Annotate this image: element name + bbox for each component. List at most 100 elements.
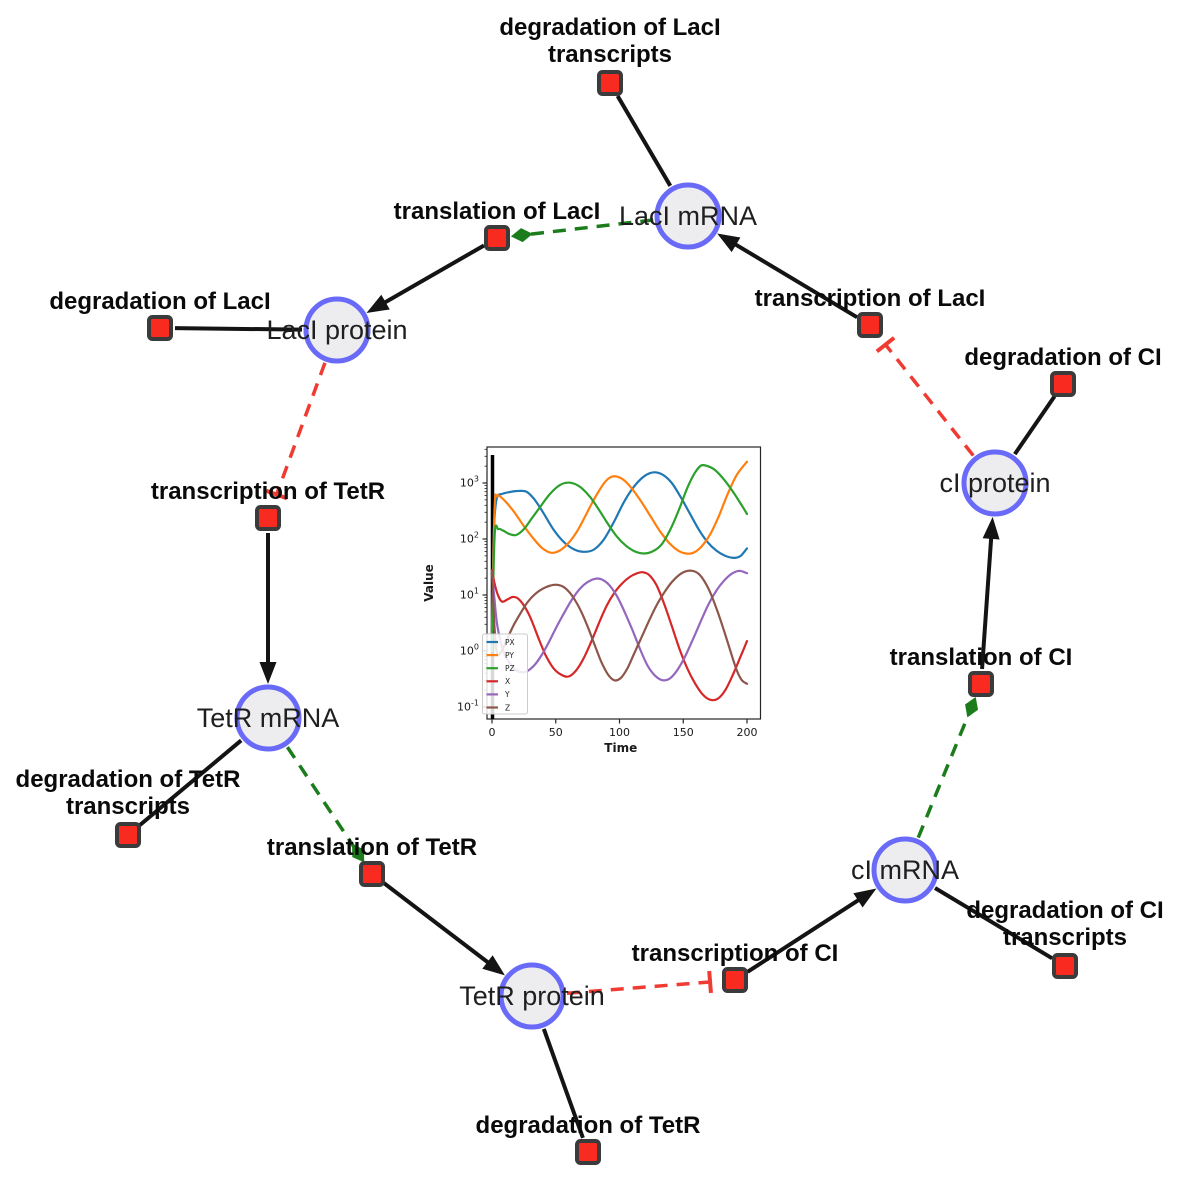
- species-label-laci_mrna: LacI mRNA: [619, 201, 757, 231]
- reaction-label-translation_ci-0: translation of CI: [890, 644, 1073, 671]
- reaction-label-deg_ci_tx-0: degradation of CI: [966, 897, 1163, 924]
- x-tick-label: 150: [673, 726, 694, 739]
- edge-tetr_mrna-translation_tetr-modifier: [285, 746, 365, 863]
- edge-tetr_protein-transcription_ci-inhibition: [566, 970, 713, 995]
- species-label-ci_mrna: cI mRNA: [851, 855, 959, 885]
- legend-item-X: X: [486, 677, 510, 686]
- species-label-tetr_protein: TetR protein: [459, 981, 605, 1011]
- reaction-node-deg_ci[interactable]: [1050, 371, 1076, 397]
- edge-transcription_laci-laci_mrna-production: [717, 233, 859, 320]
- edge-ci_protein-transcription_laci-inhibition: [875, 336, 975, 457]
- series-X: [490, 568, 749, 702]
- inhibition-tbar: [875, 336, 896, 353]
- reaction-label-deg_tetr-0: degradation of TetR: [476, 1112, 701, 1139]
- species-node-laci_protein[interactable]: [303, 296, 371, 364]
- y-tick-label: 101: [460, 587, 479, 602]
- y-tick-label: 10-1: [457, 699, 479, 714]
- reaction-label-transcription_tetr-0: transcription of TetR: [151, 478, 385, 505]
- species-node-tetr_protein[interactable]: [498, 962, 566, 1030]
- modifier-diamond-arrowhead: [352, 844, 365, 863]
- edge-translation_ci-ci_protein-production: [980, 516, 1000, 670]
- reaction-node-deg_laci[interactable]: [147, 315, 173, 341]
- legend-item-PX: PX: [486, 638, 515, 647]
- reaction-label-deg_tetr_tx-1: transcripts: [66, 793, 190, 820]
- reaction-node-deg_tetr_tx[interactable]: [115, 822, 141, 848]
- edge-laci_protein-deg_laci-consumption: [174, 326, 303, 332]
- species-node-ci_protein[interactable]: [961, 449, 1029, 517]
- x-tick-label: 50: [549, 726, 563, 739]
- reaction-label-deg_tetr_tx-0: degradation of TetR: [16, 766, 241, 793]
- inhibition-tbar: [265, 488, 288, 501]
- legend-item-PY: PY: [486, 651, 514, 660]
- species-label-tetr_mrna: TetR mRNA: [197, 703, 340, 733]
- reaction-label-deg_ci_tx-1: transcripts: [1003, 924, 1127, 951]
- reaction-label-transcription_laci-0: transcription of LacI: [755, 285, 986, 312]
- edge-ci_mrna-deg_ci_tx-consumption: [933, 886, 1054, 960]
- edge-laci_mrna-translation_laci-modifier: [510, 218, 654, 243]
- legend-label-PZ: PZ: [505, 664, 515, 673]
- edge-ci_protein-deg_ci-consumption: [1013, 395, 1057, 456]
- species-label-ci_protein: cI protein: [939, 468, 1050, 498]
- series-PY: [490, 460, 749, 636]
- edge-translation_tetr-tetr_protein-production: [382, 881, 505, 976]
- species-node-tetr_mrna[interactable]: [234, 684, 302, 752]
- y-axis-label: Value: [422, 564, 436, 602]
- modifier-diamond-arrowhead: [965, 696, 979, 718]
- reaction-label-translation_laci-0: translation of LacI: [394, 198, 601, 225]
- x-tick-label: 0: [489, 726, 496, 739]
- reaction-node-deg_ci_tx[interactable]: [1052, 953, 1078, 979]
- legend-item-Y: Y: [486, 690, 510, 699]
- edge-transcription_tetr-tetr_mrna-production: [259, 533, 277, 684]
- edge-tetr_mrna-deg_tetr_tx-consumption: [138, 738, 243, 827]
- edge-transcription_ci-ci_mrna-production: [746, 888, 877, 974]
- reaction-node-translation_tetr[interactable]: [359, 861, 385, 887]
- reaction-label-transcription_ci-0: transcription of CI: [632, 940, 839, 967]
- reaction-label-deg_laci_tx-0: degradation of LacI: [499, 14, 720, 41]
- edges-layer: [138, 94, 1057, 1139]
- edge-laci_protein-transcription_tetr-inhibition: [265, 362, 327, 501]
- legend-label-Y: Y: [504, 690, 510, 699]
- species-node-laci_mrna[interactable]: [654, 182, 722, 250]
- series-PZ: [490, 463, 749, 653]
- y-tick-label: 102: [460, 531, 479, 546]
- y-tick-label: 103: [460, 475, 479, 490]
- reaction-node-transcription_laci[interactable]: [857, 312, 883, 338]
- edge-ci_mrna-translation_ci-modifier: [916, 696, 979, 839]
- reaction-node-transcription_ci[interactable]: [722, 967, 748, 993]
- x-tick-label: 100: [609, 726, 630, 739]
- species-node-ci_mrna[interactable]: [871, 836, 939, 904]
- chart-axes-box: [486, 446, 762, 720]
- x-axis-label: Time: [604, 741, 637, 755]
- reaction-label-translation_tetr-0: translation of TetR: [267, 834, 477, 861]
- edge-translation_laci-laci_protein-production: [366, 243, 485, 314]
- x-tick-label: 200: [737, 726, 758, 739]
- reaction-node-deg_tetr[interactable]: [575, 1139, 601, 1165]
- legend-label-Z: Z: [505, 703, 510, 712]
- labels-layer: degradation of LacItranscriptstranslatio…: [16, 14, 1164, 1139]
- nodes-layer: [115, 70, 1078, 1165]
- chart-series-group: [490, 460, 749, 702]
- edge-laci_mrna-deg_laci_tx-consumption: [615, 94, 673, 187]
- reaction-node-translation_laci[interactable]: [484, 225, 510, 251]
- reaction-label-deg_ci-0: degradation of CI: [964, 344, 1161, 371]
- y-tick-label: 100: [460, 643, 479, 658]
- reaction-label-deg_laci_tx-1: transcripts: [548, 41, 672, 68]
- inhibition-tbar: [707, 970, 713, 994]
- reaction-node-deg_laci_tx[interactable]: [597, 70, 623, 96]
- legend-label-PY: PY: [505, 651, 514, 660]
- reaction-label-deg_laci-0: degradation of LacI: [49, 288, 270, 315]
- species-label-laci_protein: LacI protein: [266, 315, 407, 345]
- chart-legend: PX PY PZ XYZ: [482, 633, 528, 715]
- reaction-node-translation_ci[interactable]: [968, 671, 994, 697]
- reaction-node-transcription_tetr[interactable]: [255, 505, 281, 531]
- edge-tetr_protein-deg_tetr-consumption: [541, 1028, 585, 1139]
- legend-label-X: X: [505, 677, 510, 686]
- series-Z: [490, 569, 749, 685]
- legend-item-PZ: PZ: [486, 664, 515, 673]
- modifier-diamond-arrowhead: [510, 228, 533, 243]
- legend-label-PX: PX: [505, 638, 515, 647]
- legend-item-Z: Z: [486, 703, 510, 712]
